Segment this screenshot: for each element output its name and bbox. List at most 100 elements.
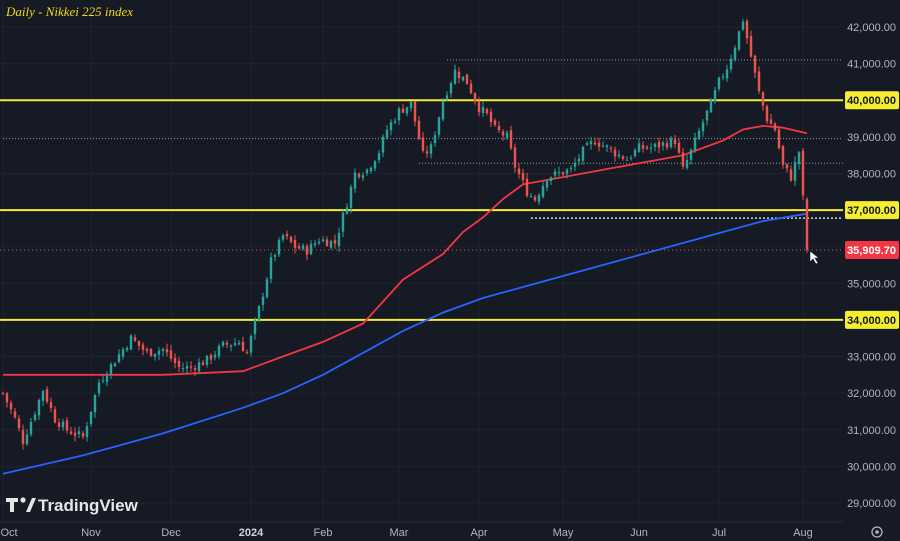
candle-body	[561, 172, 565, 175]
time-axis[interactable]: Oct Nov Dec 2024 Feb Mar Apr May Jun Jul Aug	[0, 521, 843, 539]
candle-body	[65, 420, 69, 431]
candle-body	[1, 392, 5, 394]
candle-body	[485, 109, 489, 113]
candle-body	[681, 152, 685, 167]
candle-body	[641, 145, 645, 149]
candle-body	[249, 336, 253, 353]
candle-body	[677, 142, 681, 153]
moving-average-line	[3, 124, 808, 376]
candle-body	[133, 337, 137, 341]
candle-body	[273, 254, 277, 257]
level-badge-label: 34,000.00	[847, 315, 896, 327]
price-tick-label: 31,000.00	[847, 425, 896, 437]
candle-body	[669, 138, 673, 148]
candle-body	[553, 171, 557, 176]
candle-body	[473, 93, 477, 102]
candle-body	[805, 199, 809, 250]
price-tick-label: 38,000.00	[847, 168, 896, 180]
tradingview-logo: TradingView	[6, 496, 139, 515]
candle-body	[737, 31, 741, 50]
candle-body	[493, 120, 497, 125]
candle-body	[773, 123, 777, 131]
time-tick-label: Oct	[0, 527, 17, 539]
candle-body	[717, 77, 721, 89]
candle-body	[169, 350, 173, 359]
candle-body	[797, 152, 801, 164]
candle-body	[393, 121, 397, 123]
price-axis[interactable]: 29,000.00 30,000.00 31,000.00 32,000.00 33,0…	[843, 0, 900, 522]
time-tick-label: Feb	[314, 527, 333, 539]
candle-body	[701, 122, 705, 132]
candle-body	[637, 143, 641, 152]
candle-body	[793, 162, 797, 181]
candle-body	[89, 411, 93, 425]
candle-body	[333, 240, 337, 244]
candle-body	[465, 74, 469, 84]
candle-body	[389, 122, 393, 131]
candle-body	[93, 395, 97, 413]
tradingview-logo-icon	[6, 497, 36, 512]
candle-body	[285, 234, 289, 237]
candle-body	[509, 130, 513, 149]
candle-body	[597, 142, 601, 147]
candle-body	[409, 101, 413, 109]
candle-body	[341, 212, 345, 232]
time-tick-label: Mar	[390, 527, 409, 539]
candle-body	[277, 239, 281, 255]
candle-body	[745, 20, 749, 39]
candle-body	[705, 110, 709, 121]
candle-body	[453, 69, 457, 84]
settings-gear-icon[interactable]	[871, 526, 883, 538]
last-price-label: 35,909.70	[847, 245, 896, 257]
candle-body	[49, 402, 53, 409]
candle-body	[373, 161, 377, 169]
candle-body	[709, 99, 713, 113]
candle-body	[497, 126, 501, 131]
price-tick-label: 42,000.00	[847, 22, 896, 34]
candle-body	[397, 108, 401, 121]
candle-body	[17, 418, 21, 429]
candle-body	[697, 130, 701, 139]
candle-body	[445, 95, 449, 100]
candle-body	[565, 169, 569, 174]
level-badge	[845, 91, 899, 110]
candle-body	[13, 411, 17, 418]
candle-body	[293, 240, 297, 248]
candle-body	[421, 137, 425, 151]
candle-body	[625, 159, 629, 161]
candle-body	[53, 409, 57, 423]
candle-body	[425, 151, 429, 154]
candle-body	[365, 169, 369, 174]
price-tick-label: 32,000.00	[847, 388, 896, 400]
candles-layer	[1, 18, 809, 450]
candle-body	[749, 36, 753, 57]
candle-body	[45, 389, 49, 402]
candle-body	[733, 47, 737, 60]
candle-body	[789, 169, 793, 181]
candle-body	[645, 146, 649, 149]
candle-body	[769, 119, 773, 124]
price-tick-label: 29,000.00	[847, 498, 896, 510]
candle-body	[757, 71, 761, 92]
candle-body	[213, 354, 217, 358]
level-badge	[845, 310, 899, 329]
candle-body	[261, 296, 265, 306]
candle-body	[345, 207, 349, 214]
candle-body	[237, 342, 241, 345]
candle-body	[417, 120, 421, 139]
candle-body	[441, 101, 445, 120]
candle-body	[437, 117, 441, 135]
time-tick-label: Aug	[793, 527, 813, 539]
candle-body	[137, 341, 141, 346]
candle-body	[173, 357, 177, 363]
candle-body	[617, 154, 621, 157]
candle-body	[541, 186, 545, 197]
candle-body	[337, 232, 341, 246]
time-tick-label: Nov	[81, 527, 101, 539]
candle-body	[653, 143, 657, 147]
price-axis-background	[843, 0, 900, 522]
candle-body	[185, 366, 189, 369]
